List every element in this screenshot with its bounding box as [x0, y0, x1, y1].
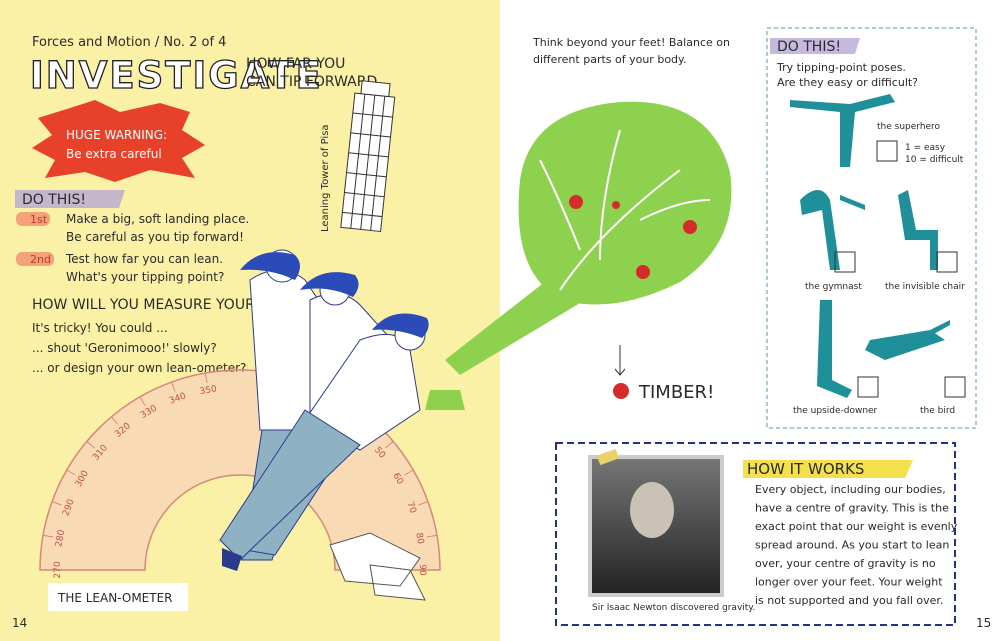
page-number: 14: [12, 616, 27, 630]
how-text: Every object, including our bodies, have …: [755, 483, 958, 607]
do-this-heading: DO THIS!: [22, 192, 86, 208]
step-marker: 2nd: [30, 253, 51, 266]
lean-ometer-label: THE LEAN-OMETER: [57, 591, 173, 605]
highlight: [15, 190, 125, 208]
scale-text: 10 = difficult: [905, 155, 964, 165]
warning-text: HUGE WARNING:: [66, 128, 167, 142]
page-number: 15: [976, 616, 991, 630]
intro-text: Think beyond your feet! Balance on: [532, 36, 730, 49]
how-it-works-box: [555, 442, 956, 626]
step-text: Be careful as you tip forward!: [66, 230, 244, 244]
do-this-text: Are they easy or difficult?: [777, 76, 918, 89]
marker-bg: [16, 212, 50, 226]
protractor-tick: [404, 469, 414, 476]
warning-burst: [32, 100, 205, 182]
protractor-tick: [427, 534, 438, 538]
protractor-tick: [111, 416, 119, 425]
rating-box: [857, 376, 879, 398]
tree-illustration: [425, 101, 732, 410]
portrait-face: [630, 482, 674, 538]
step-marker: 1st: [30, 213, 48, 226]
marker-bg: [16, 252, 54, 266]
protractor-label: 70: [404, 501, 417, 515]
pose-figures: [790, 94, 950, 398]
timber: TIMBER!: [638, 382, 714, 403]
do-this-text: Try tipping-point poses.: [776, 61, 906, 74]
how-text-line: longer over your feet. Your weight: [755, 576, 943, 589]
step-text: What's your tipping point?: [66, 270, 224, 284]
pose-label: the invisible chair: [885, 282, 965, 292]
figures: [219, 249, 429, 601]
tower-label: Leaning Tower of Pisa: [320, 124, 331, 232]
protractor-tick: [42, 534, 53, 538]
subtitle: CAN TIP FORWARD: [246, 74, 377, 90]
how-text-line: spread around. As you start to lean: [755, 539, 949, 552]
how-text-line: exact point that our weight is evenly: [755, 520, 958, 533]
measure-text: ... or design your own lean-ometer?: [32, 361, 246, 375]
protractor-tick: [66, 469, 76, 476]
rating-box: [876, 140, 898, 162]
protractor-tick: [204, 372, 208, 383]
rating-box: [936, 251, 958, 273]
how-text-line: is not supported and you fall over.: [755, 594, 943, 607]
scale-text: 1 = easy: [905, 143, 946, 153]
rating-box: [834, 251, 856, 273]
protractor-tick: [171, 381, 176, 392]
protractor-tick: [86, 441, 95, 449]
highlight: [743, 460, 913, 478]
tower-illustration: [340, 80, 396, 233]
pose-label: the gymnast: [805, 282, 862, 292]
arrow: [614, 345, 626, 376]
pose-label: the superhero: [877, 122, 941, 132]
how-text-line: Every object, including our bodies,: [755, 483, 946, 496]
apple-icon: [613, 383, 629, 399]
intro-text: different parts of your body.: [533, 53, 686, 66]
how-text-line: over, your centre of gravity is no: [755, 557, 936, 570]
protractor-label: 280: [54, 529, 67, 548]
protractor-tick: [385, 441, 394, 449]
caption: Sir Isaac Newton discovered gravity.: [592, 603, 755, 613]
protractor-label: 350: [199, 384, 218, 397]
title: INVESTIGATE: [30, 54, 323, 97]
tape: [596, 448, 620, 466]
pose-label: the upside-downer: [793, 406, 878, 416]
measure-text: ... shout 'Geronimooo!' slowly?: [32, 341, 217, 355]
how-heading: HOW IT WORKS: [747, 460, 864, 478]
pose-label: the bird: [920, 406, 955, 416]
right-page-bg: [500, 0, 1000, 641]
warning-text: Be extra careful: [66, 147, 162, 161]
step-text: Test how far you can lean.: [65, 252, 223, 266]
measure-heading: HOW WILL YOU MEASURE YOUR LEAN?: [32, 297, 303, 313]
how-text-line: have a centre of gravity. This is the: [755, 502, 949, 515]
rating-box: [944, 376, 966, 398]
protractor-tick: [51, 501, 62, 506]
protractor-label: 90: [417, 564, 427, 576]
subtitle: HOW FAR YOU: [246, 56, 345, 72]
do-this-heading: DO THIS!: [777, 39, 841, 55]
label-box: [48, 583, 188, 611]
measure-text: It's tricky! You could ...: [32, 321, 168, 335]
protractor-label: 80: [413, 532, 425, 545]
highlight: [770, 38, 860, 54]
protractor-tick: [418, 501, 429, 506]
step-text: Make a big, soft landing place.: [66, 212, 249, 226]
series-label: Forces and Motion / No. 2 of 4: [32, 35, 226, 50]
do-this-box: [766, 27, 977, 429]
protractor-label: 270: [53, 561, 63, 578]
protractor-tick: [139, 396, 146, 406]
